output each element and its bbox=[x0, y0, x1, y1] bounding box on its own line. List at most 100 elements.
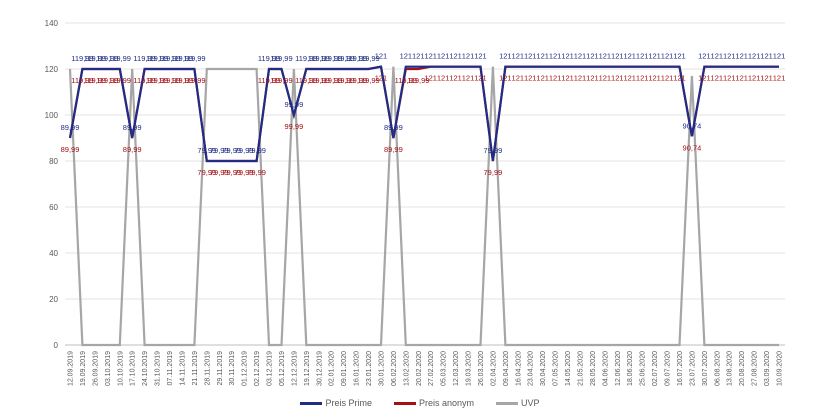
data-label: 79,99 bbox=[247, 168, 266, 177]
x-tick-label: 17.10.2019 bbox=[130, 351, 137, 386]
data-label: 121 bbox=[400, 52, 413, 61]
y-tick-label: 0 bbox=[54, 341, 59, 350]
x-tick-label: 09.04.2020 bbox=[503, 351, 510, 386]
x-tick-label: 23.07.2020 bbox=[689, 351, 696, 386]
x-tick-label: 24.10.2019 bbox=[142, 351, 149, 386]
x-tick-label: 30.07.2020 bbox=[702, 351, 709, 386]
series-line-uvp bbox=[68, 66, 779, 347]
x-tick-label: 30.04.2020 bbox=[540, 351, 547, 386]
x-tick-label: 19.12.2019 bbox=[304, 351, 311, 386]
y-tick-label: 140 bbox=[45, 19, 59, 28]
x-tick-label: 07.11.2019 bbox=[167, 351, 174, 386]
x-tick-label: 03.10.2019 bbox=[105, 351, 112, 386]
data-label: 119,99 bbox=[146, 76, 168, 85]
x-tick-label: 02.04.2020 bbox=[490, 351, 497, 386]
data-label: 79,99 bbox=[222, 146, 241, 155]
data-label: 121 bbox=[474, 52, 487, 61]
x-tick-label: 21.11.2019 bbox=[192, 351, 199, 386]
data-label: 119,99 bbox=[71, 76, 93, 85]
data-label: 119,99 bbox=[320, 76, 342, 85]
data-label: 119,99 bbox=[308, 76, 330, 85]
data-label: 121 bbox=[375, 52, 388, 61]
x-tick-label: 30.11.2019 bbox=[229, 351, 236, 386]
data-label: 121 bbox=[661, 52, 674, 61]
x-tick-label: 06.08.2020 bbox=[714, 351, 721, 386]
data-label: 121 bbox=[536, 52, 549, 61]
data-label: 121 bbox=[599, 52, 612, 61]
data-label: 121 bbox=[424, 74, 437, 83]
data-label: 119,99 bbox=[332, 54, 354, 63]
data-label: 121 bbox=[524, 52, 537, 61]
data-label: 121 bbox=[711, 52, 724, 61]
data-label: 121 bbox=[599, 74, 612, 83]
x-tick-label: 23.04.2020 bbox=[528, 351, 535, 386]
data-label: 121 bbox=[698, 74, 711, 83]
data-label: 119,99 bbox=[96, 54, 118, 63]
x-tick-label: 13.08.2020 bbox=[727, 351, 734, 386]
data-label: 121 bbox=[449, 52, 462, 61]
data-label: 119,99 bbox=[295, 76, 317, 85]
data-label: 79,99 bbox=[235, 146, 254, 155]
data-label: 119,99 bbox=[270, 54, 292, 63]
x-tick-label: 23.01.2020 bbox=[366, 351, 373, 386]
x-tick-label: 07.05.2020 bbox=[553, 351, 560, 386]
data-label: 119,99 bbox=[407, 76, 429, 85]
data-label: 89,99 bbox=[384, 123, 403, 132]
data-label: 121 bbox=[524, 74, 537, 83]
data-label: 121 bbox=[574, 52, 587, 61]
x-tick-label: 12.09.2019 bbox=[68, 351, 75, 386]
y-tick-label: 60 bbox=[49, 203, 58, 212]
data-label: 121 bbox=[561, 52, 574, 61]
data-label: 79,99 bbox=[222, 168, 241, 177]
x-tick-label: 04.06.2020 bbox=[602, 351, 609, 386]
x-tick-label: 27.02.2020 bbox=[428, 351, 435, 386]
data-label: 121 bbox=[437, 74, 450, 83]
y-tick-label: 80 bbox=[49, 157, 58, 166]
data-label: 121 bbox=[549, 74, 562, 83]
x-tick-label: 31.10.2019 bbox=[155, 351, 162, 386]
x-tick-label: 13.02.2020 bbox=[403, 351, 410, 386]
data-label: 89,99 bbox=[61, 145, 80, 154]
legend-item-preis-anonym: Preis anonym bbox=[393, 398, 474, 408]
data-label: 79,99 bbox=[247, 146, 266, 155]
data-label: 121 bbox=[623, 52, 636, 61]
x-tick-label: 10.10.2019 bbox=[117, 351, 124, 386]
plot-area: 0 20 40 60 80 100 120 140 12.09.2019 19.09.2019 26… bbox=[45, 19, 786, 386]
x-tick-label: 02.01.2020 bbox=[329, 351, 336, 386]
data-label: 119,99 bbox=[345, 76, 367, 85]
data-label: 121 bbox=[375, 74, 388, 83]
data-label: 99,99 bbox=[285, 122, 304, 131]
data-label: 121 bbox=[611, 52, 624, 61]
data-label: 99,99 bbox=[285, 100, 304, 109]
x-tick-label: 03.12.2019 bbox=[267, 351, 274, 386]
data-label: 119,99 bbox=[158, 54, 180, 63]
data-label: 119,99 bbox=[109, 54, 131, 63]
x-tick-label: 28.11.2019 bbox=[204, 351, 211, 386]
data-label: 121 bbox=[462, 52, 475, 61]
data-label: 89,99 bbox=[384, 145, 403, 154]
data-label: 121 bbox=[449, 74, 462, 83]
data-label: 119,99 bbox=[258, 76, 280, 85]
x-tick-label: 05.03.2020 bbox=[441, 351, 448, 386]
data-label: 121 bbox=[773, 74, 786, 83]
x-tick-label: 14.05.2020 bbox=[565, 351, 572, 386]
data-label: 119,99 bbox=[308, 54, 330, 63]
x-tick-label: 09.07.2020 bbox=[665, 351, 672, 386]
data-label: 119,99 bbox=[84, 54, 106, 63]
data-label: 119,99 bbox=[357, 54, 379, 63]
data-label: 121 bbox=[735, 74, 748, 83]
data-label: 121 bbox=[760, 52, 773, 61]
x-tick-label: 21.05.2020 bbox=[577, 351, 584, 386]
x-tick-label: 03.09.2020 bbox=[764, 351, 771, 386]
series-line-preis-prime bbox=[68, 65, 779, 163]
x-tick-label: 19.09.2019 bbox=[80, 351, 87, 386]
data-label: 79,99 bbox=[197, 168, 216, 177]
y-tick-label: 120 bbox=[45, 65, 59, 74]
x-tick-label: 29.11.2019 bbox=[217, 351, 224, 386]
x-tick-label: 09.01.2020 bbox=[341, 351, 348, 386]
data-label: 119,99 bbox=[295, 54, 317, 63]
x-tick-label: 30.01.2020 bbox=[378, 351, 385, 386]
data-label: 121 bbox=[748, 52, 761, 61]
data-label: 121 bbox=[661, 74, 674, 83]
